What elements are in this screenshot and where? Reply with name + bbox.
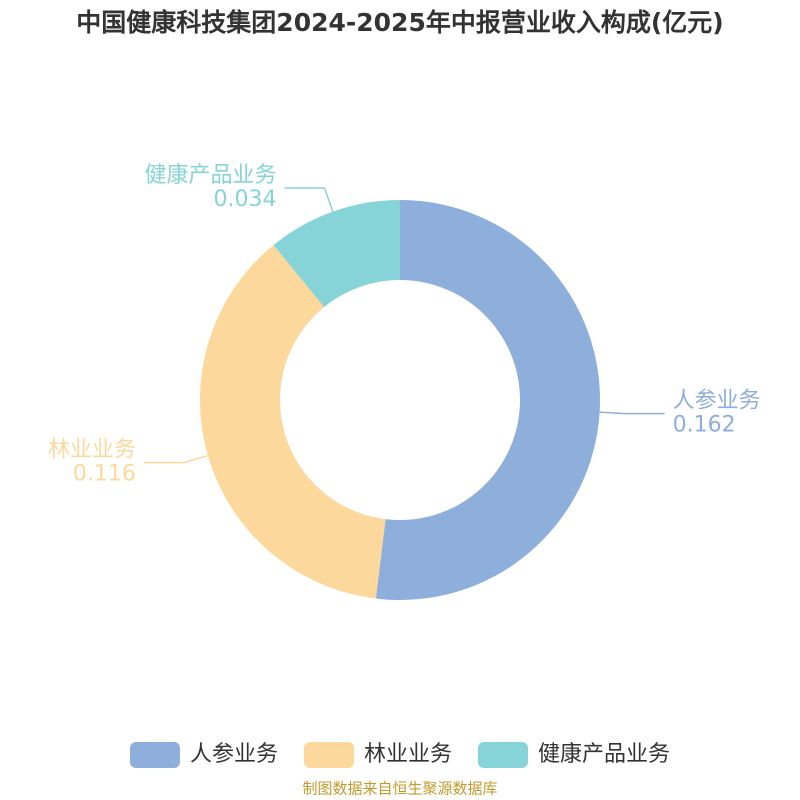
legend-swatch: [304, 742, 354, 768]
slice: [200, 245, 386, 599]
leader-line: [284, 187, 334, 212]
value-label: 0.116: [73, 462, 136, 487]
slice: [375, 200, 601, 600]
legend-swatch: [130, 742, 180, 768]
chart-title: 中国健康科技集团2024-2025年中报营业收入构成(亿元): [76, 8, 723, 37]
slice-label: 人参业务: [673, 389, 761, 414]
source-note: 制图数据来自恒生聚源数据库: [302, 780, 497, 798]
legend-label: 健康产品业务: [538, 742, 670, 767]
legend-label: 人参业务: [190, 742, 278, 767]
legend-label: 林业业务: [364, 742, 452, 767]
slice-label: 林业业务: [48, 438, 136, 463]
leader-line: [143, 454, 209, 464]
leader-line: [599, 411, 665, 415]
slice: [273, 200, 400, 308]
value-label: 0.162: [673, 413, 736, 438]
slice-label: 健康产品业务: [144, 163, 276, 188]
legend-swatch: [478, 742, 528, 768]
value-label: 0.034: [213, 187, 276, 212]
